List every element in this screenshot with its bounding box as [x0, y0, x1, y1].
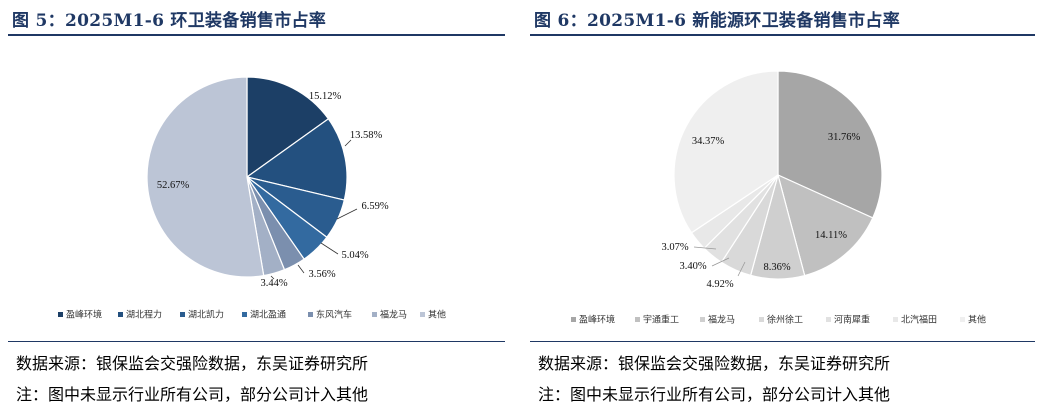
legend-swatch: [759, 317, 764, 322]
pie-slice: [777, 173, 874, 277]
slice-data-label: 8.36%: [763, 262, 790, 273]
figure-title: 图 5：2025M1-6 环卫装备销售市占率: [12, 11, 327, 31]
legend-label: 湖北程力: [126, 309, 162, 321]
footer-divider: [530, 341, 1035, 342]
legend-swatch: [118, 312, 123, 317]
slice-data-label: 14.11%: [815, 230, 847, 241]
legend-swatch: [420, 312, 425, 317]
legend: 盈峰环境 宇通重工 福龙马 徐州徐工 河南犀重 北汽福田 其他: [571, 314, 986, 326]
legend-swatch: [180, 312, 185, 317]
leader-line: [270, 275, 275, 280]
slice-data-label: 52.67%: [157, 180, 190, 191]
figure-6-panel: 图 6：2025M1-6 新能源环卫装备销售市占率 31.76% 14.11% 8.…: [530, 0, 1035, 414]
legend-swatch: [635, 317, 640, 322]
legend-label: 其他: [428, 309, 446, 321]
market-share-pie-chart: 15.12% 13.58% 6.59% 5.04% 3.56% 3.44% 52.67% 盈峰…: [58, 76, 446, 321]
legend-swatch: [826, 317, 831, 322]
pie-slices: [673, 70, 883, 280]
legend-swatch: [700, 317, 705, 322]
legend-label: 宇通重工: [643, 314, 679, 326]
leader-line: [711, 257, 730, 267]
legend-swatch: [308, 312, 313, 317]
legend-label: 福龙马: [708, 314, 735, 326]
leader-line: [693, 246, 717, 250]
slice-data-label: 3.44%: [260, 278, 287, 289]
legend: 盈峰环境 湖北程力 湖北凯力 湖北盈通 东风汽车 福龙马 其他: [58, 309, 446, 321]
slice-data-label: 5.04%: [341, 250, 368, 261]
legend-swatch: [58, 312, 63, 317]
data-source-note: 数据来源：银保监会交强险数据，东吴证券研究所: [538, 354, 891, 373]
footnote: 注：图中未显示行业所有公司，部分公司计入其他: [538, 385, 891, 404]
title-divider: [530, 34, 1035, 36]
slice-data-label: 34.37%: [692, 136, 725, 147]
leader-line: [320, 242, 339, 255]
slice-data-label: 6.59%: [361, 201, 388, 212]
legend-label: 河南犀重: [834, 314, 870, 326]
leader-line: [297, 264, 305, 274]
ev-market-share-pie-chart: 31.76% 14.11% 8.36% 4.92%3.40% 3.07% 34.37% 盈峰…: [571, 70, 986, 326]
slice-data-label: 4.92%: [706, 279, 733, 290]
legend-label: 其他: [968, 314, 986, 326]
pie-slices: [146, 76, 348, 278]
legend-swatch: [960, 317, 965, 322]
legend-label: 湖北盈通: [250, 310, 286, 321]
legend-label: 湖北凯力: [188, 309, 224, 321]
footnote: 注：图中未显示行业所有公司，部分公司计入其他: [16, 385, 369, 404]
slice-data-label: 3.56%: [308, 269, 335, 280]
slice-data-label: 3.40%: [679, 261, 706, 272]
legend-label: 北汽福田: [901, 314, 937, 326]
legend-swatch: [571, 317, 576, 322]
legend-swatch: [372, 312, 377, 317]
leader-line: [344, 139, 352, 147]
legend-swatch: [893, 317, 898, 322]
slice-data-label: 15.12%: [309, 91, 342, 102]
pie-slice: [146, 76, 265, 278]
data-source-note: 数据来源：银保监会交强险数据，东吴证券研究所: [16, 354, 369, 373]
figure-title: 图 6：2025M1-6 新能源环卫装备销售市占率: [534, 11, 901, 31]
legend-label: 东风汽车: [316, 309, 352, 321]
figure-5-panel: 图 5：2025M1-6 环卫装备销售市占率 15.12% 13.58% 6.59%…: [8, 0, 505, 414]
legend-label: 盈峰环境: [579, 314, 615, 326]
leader-line: [737, 261, 746, 277]
footer-divider: [8, 341, 505, 342]
slice-data-label: 3.07%: [661, 242, 688, 253]
slice-data-label: 31.76%: [828, 132, 861, 143]
legend-label: 福龙马: [380, 309, 407, 321]
leader-line: [336, 208, 358, 220]
pie-slice: [777, 70, 883, 219]
pie-slice: [245, 117, 348, 201]
legend-label: 盈峰环境: [66, 309, 102, 321]
pie-slice: [673, 70, 779, 234]
legend-label: 徐州徐工: [767, 314, 803, 326]
title-divider: [8, 34, 505, 36]
legend-swatch: [242, 312, 247, 317]
pie-slice: [246, 76, 330, 179]
slice-data-label: 13.58%: [350, 130, 383, 141]
